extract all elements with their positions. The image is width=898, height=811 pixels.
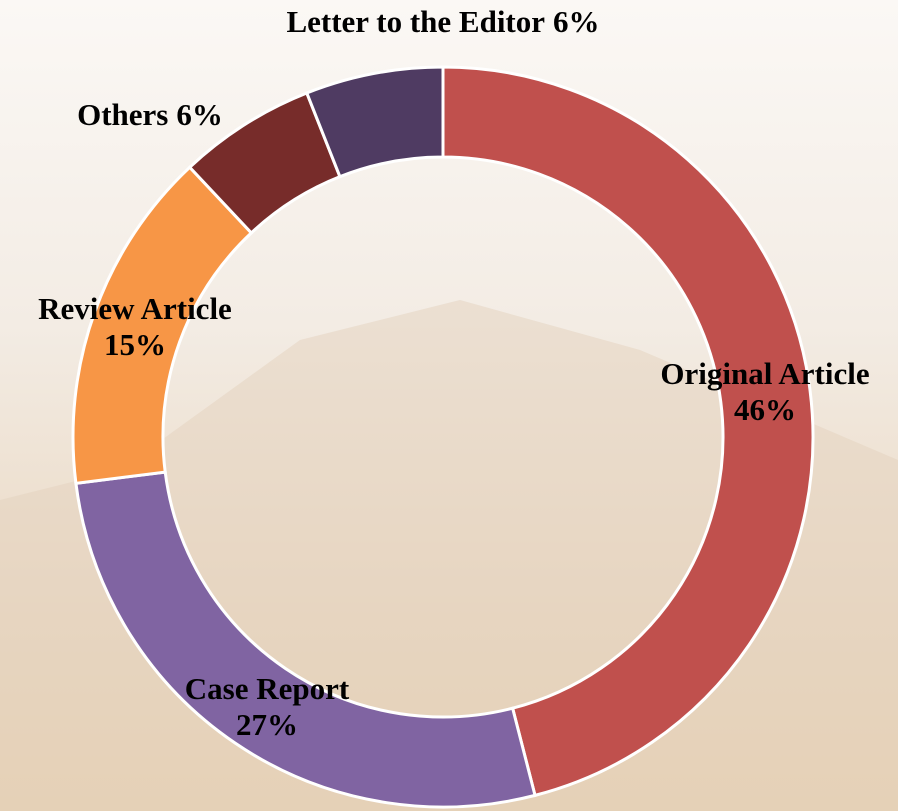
- category-label: Review Article: [38, 291, 232, 326]
- chart: Original Article46% Case Report27% Review …: [0, 0, 898, 811]
- value-label: 27%: [236, 707, 298, 742]
- value-label: 6%: [553, 4, 600, 39]
- value-label: 6%: [176, 97, 223, 132]
- value-label: 15%: [104, 327, 166, 362]
- value-label: 46%: [734, 392, 796, 427]
- page: Original Article46% Case Report27% Review …: [0, 0, 898, 811]
- category-label: Original Article: [660, 356, 869, 391]
- category-label: Others: [77, 97, 168, 132]
- category-label: Case Report: [185, 671, 350, 706]
- category-label: Letter to the Editor: [286, 4, 545, 39]
